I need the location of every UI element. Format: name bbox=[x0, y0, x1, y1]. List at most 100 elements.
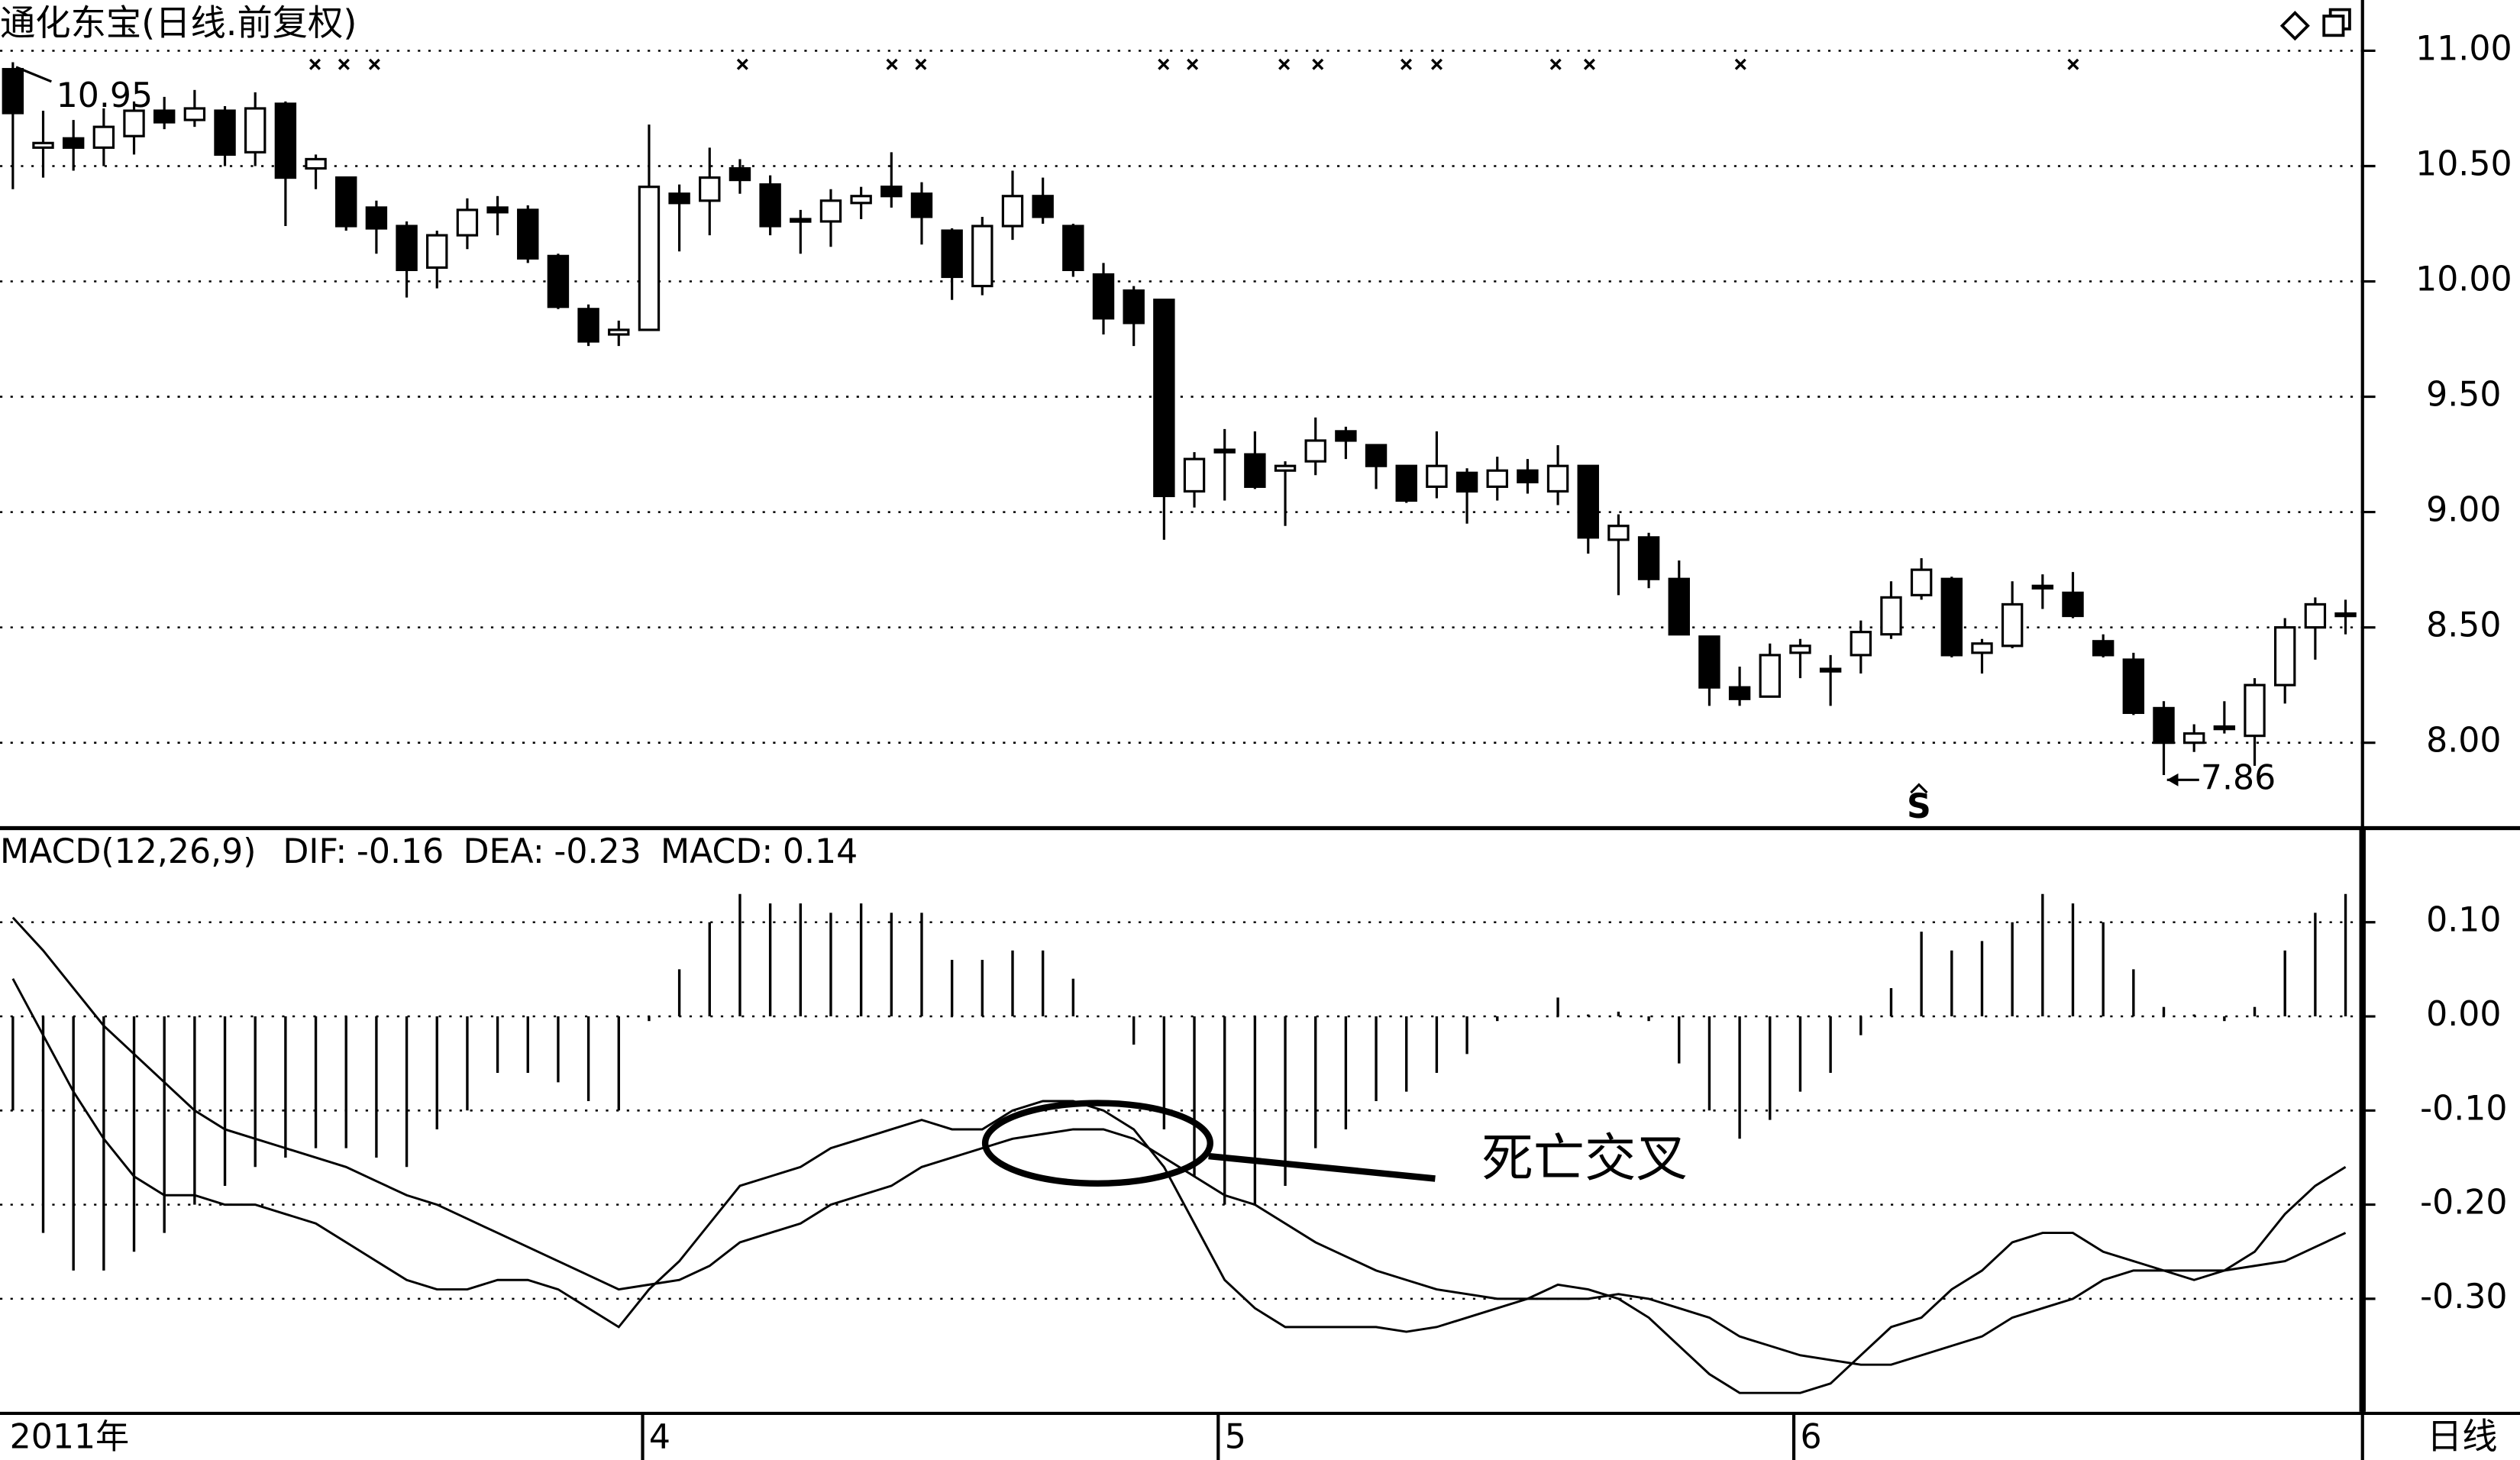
candle-body bbox=[335, 176, 357, 228]
candle-body bbox=[92, 125, 115, 149]
y-tick-label: 11.00 bbox=[2415, 29, 2512, 68]
candle-body bbox=[668, 192, 690, 205]
chart-title: 通化东宝(日线.前复权) bbox=[0, 2, 357, 44]
legend-value: -0.16 bbox=[357, 832, 444, 871]
y-tick-label: 9.50 bbox=[2426, 376, 2501, 415]
candle-body bbox=[274, 102, 297, 179]
icon-diamond[interactable] bbox=[2279, 11, 2310, 41]
candle-body bbox=[1213, 448, 1236, 454]
candle-body bbox=[790, 218, 812, 223]
marker-x bbox=[1583, 58, 1595, 70]
candle-body bbox=[1455, 471, 1478, 493]
candle-body bbox=[1365, 444, 1388, 467]
candle-body bbox=[1395, 464, 1417, 502]
candle-body bbox=[2001, 602, 2024, 648]
candle-body bbox=[2304, 602, 2327, 629]
y-tick-label: -0.30 bbox=[2420, 1278, 2507, 1316]
candle-body bbox=[2334, 612, 2357, 618]
candle-body bbox=[1728, 686, 1751, 700]
candle-body bbox=[1486, 469, 1508, 488]
annotation-leader bbox=[1208, 1152, 1436, 1182]
candle-body bbox=[1335, 430, 1357, 442]
marker-x bbox=[1734, 58, 1746, 70]
candle-body bbox=[699, 176, 721, 202]
marker-x bbox=[736, 58, 748, 70]
candle-body bbox=[1001, 195, 1024, 228]
marker-x bbox=[1187, 58, 1199, 70]
candle-body bbox=[2213, 725, 2236, 731]
candle-body bbox=[183, 107, 206, 121]
marker-x bbox=[1401, 58, 1413, 70]
y-tick-label: 8.50 bbox=[2426, 606, 2501, 645]
candle-body bbox=[1426, 464, 1448, 488]
arrow bbox=[15, 66, 52, 83]
candle-body bbox=[1759, 654, 1781, 698]
candle-body bbox=[759, 183, 781, 228]
candle-body bbox=[486, 206, 509, 214]
candle-body bbox=[153, 109, 176, 124]
candle-body bbox=[1880, 596, 1902, 636]
candle-body bbox=[1153, 299, 1175, 498]
candle-body bbox=[305, 157, 327, 170]
candle-body bbox=[1698, 635, 1720, 689]
candle-body bbox=[547, 254, 570, 308]
marker-x bbox=[886, 58, 898, 70]
candle-body bbox=[1062, 224, 1084, 272]
legend-label: MACD: bbox=[661, 832, 773, 871]
icon-window[interactable] bbox=[2322, 15, 2345, 37]
candle-body bbox=[214, 109, 236, 156]
arrow-head bbox=[2166, 773, 2179, 787]
candle-body bbox=[1546, 464, 1569, 493]
candle-body bbox=[2092, 640, 2115, 657]
y-tick-label: -0.20 bbox=[2420, 1184, 2507, 1223]
candle-body bbox=[2244, 683, 2266, 738]
marker-x bbox=[1278, 58, 1291, 70]
candle-body bbox=[910, 192, 933, 218]
candle-body bbox=[2, 68, 24, 115]
candle-body bbox=[62, 137, 85, 149]
candle-body bbox=[244, 107, 267, 153]
candle-body bbox=[2273, 626, 2296, 686]
candle-body bbox=[1274, 464, 1297, 472]
y-tick-label: 0.10 bbox=[2426, 901, 2501, 940]
candle-body bbox=[1940, 577, 1963, 657]
marker-x bbox=[338, 58, 350, 70]
candle-body bbox=[819, 199, 842, 223]
window-icons[interactable] bbox=[2279, 8, 2351, 41]
line-1 bbox=[11, 916, 2347, 1366]
candle-body bbox=[2031, 584, 2054, 590]
candle-body bbox=[365, 206, 388, 230]
legend-value: -0.23 bbox=[554, 832, 641, 871]
y-tick-label: 9.00 bbox=[2426, 491, 2501, 530]
x-tick-label: 2011年 bbox=[10, 1418, 130, 1457]
candle-body bbox=[123, 109, 145, 137]
candle-body bbox=[608, 328, 630, 336]
candle-body bbox=[1183, 457, 1206, 493]
indicator-title: MACD(12,26,9) bbox=[0, 832, 257, 871]
x-tick-label: 6 bbox=[1800, 1418, 1821, 1457]
period-label: 日线 bbox=[2427, 1416, 2498, 1457]
legend-label: DIF: bbox=[283, 832, 347, 871]
candle-body bbox=[971, 224, 993, 288]
high-label: 10.95 bbox=[57, 76, 153, 115]
candle-body bbox=[456, 208, 479, 237]
marker-x bbox=[1549, 58, 1562, 70]
y-tick-label: 10.00 bbox=[2415, 260, 2512, 299]
candle-body bbox=[396, 224, 418, 272]
candle-body bbox=[1850, 631, 1872, 657]
marker-x bbox=[309, 58, 321, 70]
y-tick-label: 10.50 bbox=[2415, 144, 2512, 183]
marker-x bbox=[1431, 58, 1443, 70]
y-tick-label: -0.10 bbox=[2420, 1089, 2507, 1128]
candle-body bbox=[1819, 667, 1842, 673]
candle-body bbox=[1971, 642, 1993, 654]
candle-body bbox=[880, 186, 903, 198]
annotation-ellipse bbox=[981, 1100, 1213, 1187]
candle-body bbox=[1244, 453, 1266, 488]
line-0 bbox=[11, 978, 2347, 1394]
candle-body bbox=[1092, 273, 1115, 320]
signal-arrow bbox=[1910, 783, 1928, 794]
candle-body bbox=[941, 229, 963, 279]
candle-body bbox=[1123, 289, 1145, 325]
